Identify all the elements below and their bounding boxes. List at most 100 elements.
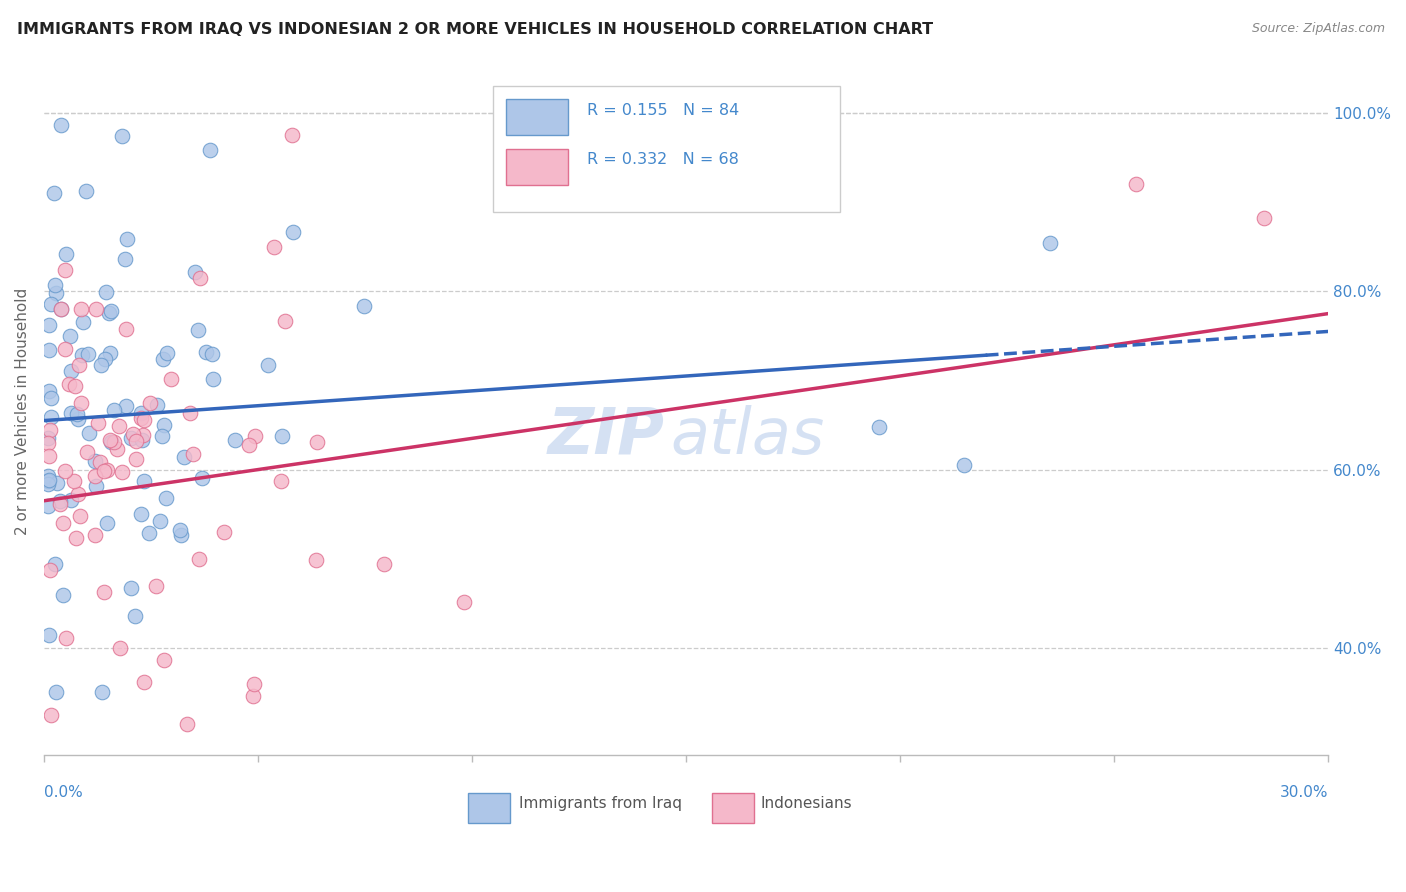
Point bbox=[38, 384, 60, 398]
Point bbox=[37, 499, 59, 513]
Point bbox=[84, 528, 107, 542]
Point bbox=[353, 299, 375, 313]
Point bbox=[201, 347, 224, 361]
Point bbox=[58, 329, 80, 343]
Point bbox=[62, 475, 84, 489]
Point bbox=[76, 444, 98, 458]
Point bbox=[105, 442, 128, 456]
Text: Indonesians: Indonesians bbox=[761, 796, 852, 811]
Point bbox=[45, 286, 67, 301]
Point bbox=[75, 185, 97, 199]
Point bbox=[100, 435, 122, 450]
Point bbox=[39, 563, 62, 577]
Point bbox=[108, 419, 131, 434]
Point bbox=[60, 406, 83, 420]
Text: ZIP: ZIP bbox=[547, 405, 664, 467]
Point bbox=[38, 449, 60, 463]
Point bbox=[183, 265, 205, 279]
Point bbox=[103, 403, 125, 417]
Point bbox=[108, 640, 131, 655]
Point bbox=[153, 653, 176, 667]
Point bbox=[89, 454, 111, 468]
Point bbox=[93, 584, 115, 599]
Point bbox=[70, 302, 93, 317]
Point bbox=[125, 452, 148, 467]
Point bbox=[66, 486, 89, 500]
Point bbox=[84, 479, 107, 493]
Point bbox=[152, 417, 174, 432]
Point bbox=[187, 323, 209, 337]
Point bbox=[91, 685, 114, 699]
Point bbox=[1253, 211, 1275, 225]
Point bbox=[131, 507, 153, 521]
Point bbox=[194, 345, 217, 359]
Point bbox=[281, 128, 304, 143]
Point bbox=[173, 450, 195, 464]
Point bbox=[84, 301, 107, 316]
Point bbox=[37, 431, 59, 445]
Point bbox=[191, 471, 214, 485]
Text: IMMIGRANTS FROM IRAQ VS INDONESIAN 2 OR MORE VEHICLES IN HOUSEHOLD CORRELATION C: IMMIGRANTS FROM IRAQ VS INDONESIAN 2 OR … bbox=[17, 22, 934, 37]
Point bbox=[270, 475, 292, 489]
Point bbox=[90, 358, 112, 372]
Point bbox=[274, 313, 297, 327]
Point bbox=[55, 632, 77, 646]
Point bbox=[42, 186, 65, 200]
Point bbox=[111, 465, 134, 479]
Point bbox=[122, 427, 145, 442]
Text: Immigrants from Iraq: Immigrants from Iraq bbox=[519, 796, 682, 811]
Point bbox=[242, 689, 264, 703]
Point bbox=[49, 497, 72, 511]
Point bbox=[170, 528, 193, 542]
Point bbox=[1039, 235, 1062, 250]
Point bbox=[51, 302, 73, 317]
Point bbox=[115, 322, 138, 336]
Point bbox=[58, 377, 80, 392]
Point bbox=[38, 424, 60, 438]
Point bbox=[176, 716, 198, 731]
Point bbox=[132, 475, 155, 489]
Point bbox=[201, 372, 224, 386]
Point bbox=[124, 608, 146, 623]
Point bbox=[45, 685, 67, 699]
Point bbox=[270, 429, 292, 443]
Point bbox=[55, 247, 77, 261]
Point bbox=[63, 379, 86, 393]
Point bbox=[39, 391, 62, 405]
Point bbox=[198, 143, 221, 157]
Point bbox=[100, 433, 122, 447]
Point bbox=[93, 463, 115, 477]
Text: R = 0.155   N = 84: R = 0.155 N = 84 bbox=[588, 103, 740, 118]
Point bbox=[283, 225, 305, 239]
Point bbox=[100, 304, 122, 318]
Point bbox=[46, 476, 69, 491]
Point bbox=[37, 436, 59, 450]
Point bbox=[65, 531, 87, 545]
Point bbox=[148, 514, 170, 528]
Point bbox=[138, 396, 160, 410]
Point bbox=[212, 525, 235, 540]
FancyBboxPatch shape bbox=[468, 792, 510, 823]
Point bbox=[169, 523, 191, 537]
Point bbox=[53, 263, 76, 277]
Point bbox=[66, 411, 89, 425]
Point bbox=[53, 342, 76, 356]
Point bbox=[224, 433, 246, 447]
Point bbox=[94, 285, 117, 300]
Point bbox=[263, 240, 285, 254]
Text: 30.0%: 30.0% bbox=[1279, 785, 1329, 800]
Point bbox=[257, 358, 280, 372]
Point bbox=[39, 409, 62, 424]
Point bbox=[83, 454, 105, 468]
Point bbox=[138, 525, 160, 540]
Point bbox=[131, 433, 153, 447]
Point bbox=[49, 302, 72, 317]
Point bbox=[49, 118, 72, 132]
Point bbox=[115, 232, 138, 246]
Point bbox=[150, 429, 173, 443]
FancyBboxPatch shape bbox=[494, 86, 841, 212]
Point bbox=[37, 474, 59, 488]
Point bbox=[44, 278, 66, 293]
Point bbox=[152, 351, 174, 366]
Point bbox=[41, 707, 63, 722]
